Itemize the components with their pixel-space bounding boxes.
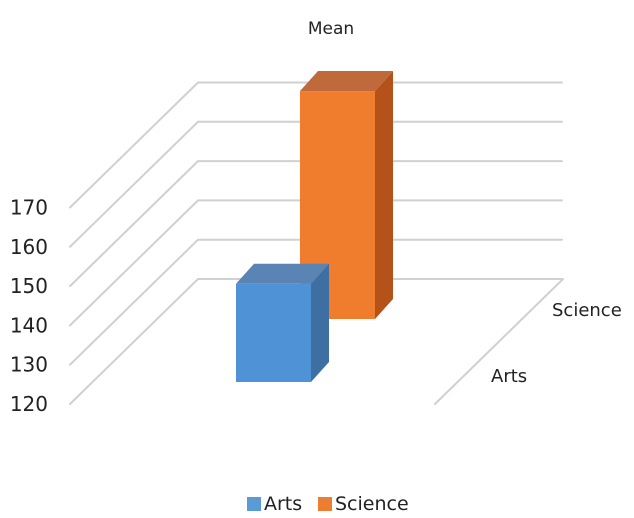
gridline [69, 120, 563, 248]
bar-front [236, 283, 311, 382]
bar-top [236, 263, 329, 284]
legend-label: Arts [264, 493, 302, 513]
bar-side [375, 71, 393, 319]
bar-arts [236, 263, 329, 382]
legend: Arts Science [247, 493, 409, 515]
floor-edge [434, 278, 564, 405]
legend-label: Science [335, 493, 409, 513]
gridline [69, 278, 563, 405]
y-tick-label: 130 [10, 353, 48, 377]
category-label: Science [552, 300, 622, 321]
category-labels: Arts Science [491, 300, 622, 387]
chart-title: Mean [308, 19, 354, 39]
y-tick-label: 120 [10, 392, 48, 416]
y-tick-label: 150 [10, 274, 48, 298]
y-tick-label: 160 [10, 235, 48, 259]
gridline [69, 81, 563, 209]
gridline [69, 160, 563, 288]
legend-swatch [318, 497, 332, 511]
category-label: Arts [491, 366, 527, 387]
y-axis-ticks: 120 130 140 150 160 170 [10, 196, 48, 417]
gridline [69, 199, 563, 327]
y-tick-label: 140 [10, 313, 48, 337]
gridlines [69, 81, 564, 405]
bar-top [300, 71, 393, 92]
bars [236, 71, 393, 382]
gridline [69, 238, 563, 366]
y-tick-label: 170 [10, 196, 48, 220]
legend-swatch [247, 497, 261, 511]
bar-side [311, 263, 329, 382]
